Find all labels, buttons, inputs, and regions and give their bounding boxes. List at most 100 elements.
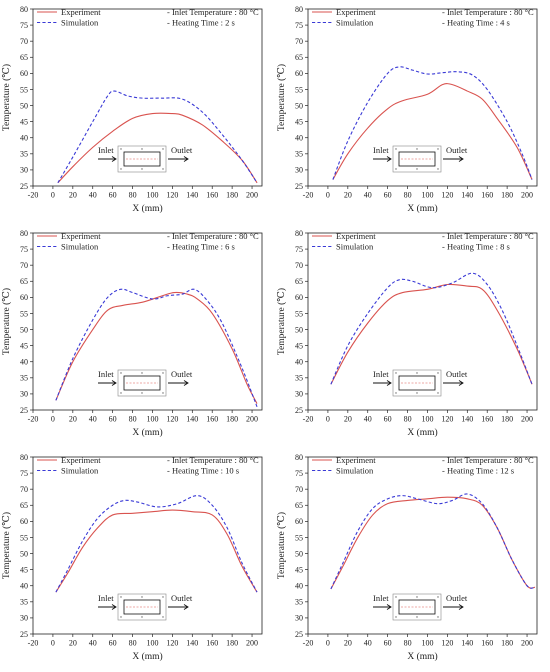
chart-svg: -20 0 20 40 60 80 100 120 140 160 180 200 25 30 35 40 45… (276, 229, 538, 438)
y-tick-label: 65 (20, 501, 28, 510)
x-tick-label: 200 (246, 639, 258, 648)
y-tick-label: 65 (295, 53, 303, 62)
schematic-bolt (141, 616, 143, 618)
schematic-bolt (120, 616, 122, 618)
x-tick-label: 60 (109, 639, 117, 648)
legend-label: Simulation (336, 466, 374, 476)
schematic-bolt (416, 392, 418, 394)
y-tick-label: 50 (295, 325, 303, 334)
y-tick-label: 50 (295, 549, 303, 558)
chart-panel-6: -20 0 20 40 60 80 100 120 140 160 180 200 25 30 35 40 45… (275, 448, 550, 672)
series-line-simulation (55, 288, 258, 407)
series-line-experiment (57, 112, 258, 184)
series-line-experiment (55, 291, 258, 404)
y-tick-label: 70 (295, 261, 303, 270)
heating-time-note: - Heating Time : 12 s (442, 466, 514, 476)
schematic-bolt (395, 148, 397, 150)
y-tick-label: 60 (295, 69, 303, 78)
x-tick-label: 100 (146, 415, 158, 424)
y-tick-label: 35 (20, 150, 28, 159)
x-tick-label: 80 (129, 191, 137, 200)
y-axis-title: Temperature (℃) (276, 512, 287, 579)
y-tick-label: 65 (295, 277, 303, 286)
x-tick-label: 180 (226, 415, 238, 424)
schematic-bolt (162, 392, 164, 394)
legend-label: Experiment (61, 7, 101, 17)
x-tick-label: 160 (481, 415, 493, 424)
x-tick-label: 120 (166, 191, 178, 200)
y-tick-label: 45 (20, 117, 28, 126)
y-tick-label: 70 (295, 37, 303, 46)
inlet-outlet-schematic: Inlet Outlet (373, 369, 468, 397)
schematic-bolt (416, 596, 418, 598)
inlet-outlet-schematic: Inlet Outlet (98, 369, 193, 397)
outlet-arrow-icon (168, 604, 189, 610)
outlet-label: Outlet (446, 593, 468, 603)
y-tick-label: 75 (295, 245, 303, 254)
schematic-bolt (120, 148, 122, 150)
y-tick-label: 70 (20, 37, 28, 46)
y-tick-label: 30 (295, 614, 303, 623)
chart-panel-1: -20 0 20 40 60 80 100 120 140 160 180 200 25 30 35 40 45… (0, 0, 275, 224)
outlet-arrow-icon (443, 604, 464, 610)
x-tick-label: 100 (421, 415, 433, 424)
schematic-bolt (120, 596, 122, 598)
y-tick-label: 40 (295, 358, 303, 367)
y-tick-label: 80 (20, 453, 28, 462)
y-tick-label: 80 (20, 229, 28, 238)
y-tick-label: 80 (295, 5, 303, 14)
inlet-label: Inlet (98, 593, 114, 603)
schematic-channel (398, 375, 436, 391)
y-tick-label: 35 (295, 374, 303, 383)
x-tick-label: 20 (69, 191, 77, 200)
x-tick-label: 180 (226, 639, 238, 648)
chart-svg: -20 0 20 40 60 80 100 120 140 160 180 200 25 30 35 40 45… (1, 453, 263, 662)
schematic-bolt (395, 616, 397, 618)
plot-frame (307, 8, 538, 187)
inlet-arrow-icon (98, 156, 117, 162)
x-tick-label: 180 (501, 415, 513, 424)
chart-panel-2: -20 0 20 40 60 80 100 120 140 160 180 200 25 30 35 40 45… (275, 0, 550, 224)
schematic-bolt (416, 168, 418, 170)
x-tick-label: -20 (28, 191, 39, 200)
y-tick-label: 25 (20, 182, 28, 191)
chart-panel-5: -20 0 20 40 60 80 100 120 140 160 180 200 25 30 35 40 45… (0, 448, 275, 672)
schematic-bolt (141, 392, 143, 394)
schematic-bolt (437, 596, 439, 598)
y-tick-label: 25 (295, 182, 303, 191)
y-tick-label: 50 (295, 101, 303, 110)
x-tick-label: 60 (109, 415, 117, 424)
x-tick-label: 180 (501, 191, 513, 200)
legend-label: Experiment (336, 231, 376, 241)
x-axis-title: X (mm) (407, 427, 437, 438)
series-line-experiment (330, 283, 533, 385)
schematic-bolt (162, 596, 164, 598)
plot-frame (307, 232, 538, 411)
x-tick-label: 40 (364, 639, 372, 648)
x-tick-label: 200 (521, 191, 533, 200)
x-tick-label: 120 (166, 639, 178, 648)
series-line-experiment (55, 509, 258, 593)
y-axis-title: Temperature (℃) (1, 288, 12, 355)
y-tick-label: 55 (295, 85, 303, 94)
legend-label: Simulation (336, 242, 374, 252)
y-tick-label: 75 (295, 21, 303, 30)
series-line-simulation (330, 272, 533, 385)
x-axis-title: X (mm) (407, 203, 437, 214)
x-tick-label: 140 (461, 415, 473, 424)
x-tick-label: 0 (326, 191, 330, 200)
x-tick-label: 80 (404, 639, 412, 648)
inlet-outlet-schematic: Inlet Outlet (373, 593, 468, 621)
chart-svg: -20 0 20 40 60 80 100 120 140 160 180 200 25 30 35 40 45… (276, 5, 538, 214)
heating-time-note: - Heating Time : 4 s (442, 18, 510, 28)
x-tick-label: 160 (206, 639, 218, 648)
x-tick-label: 160 (481, 639, 493, 648)
y-tick-label: 40 (20, 582, 28, 591)
y-tick-label: 50 (20, 549, 28, 558)
inlet-outlet-schematic: Inlet Outlet (98, 593, 193, 621)
y-tick-label: 40 (20, 134, 28, 143)
y-tick-label: 80 (20, 5, 28, 14)
heating-time-note: - Heating Time : 6 s (167, 242, 235, 252)
inlet-outlet-schematic: Inlet Outlet (373, 145, 468, 173)
y-tick-label: 55 (20, 85, 28, 94)
